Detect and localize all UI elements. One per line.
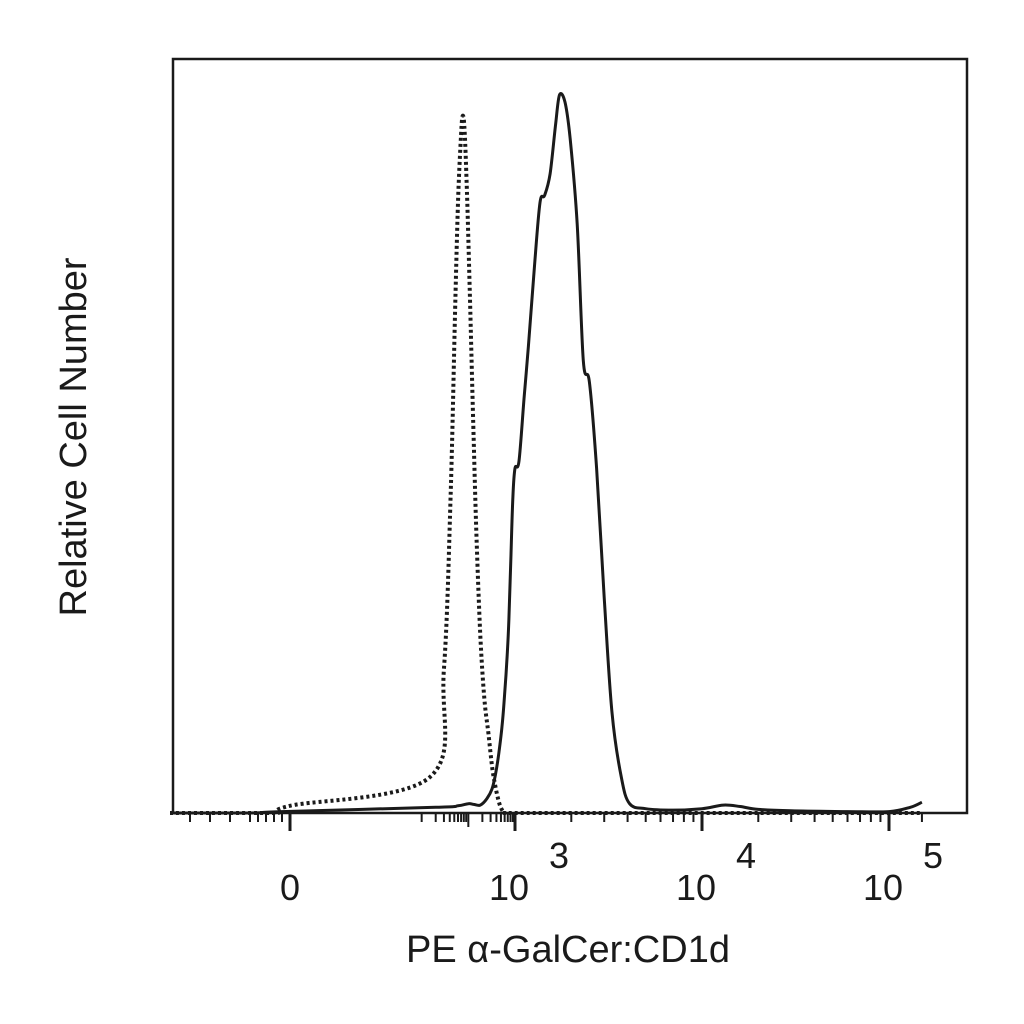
x-tick-exponent: 3 xyxy=(549,835,569,876)
x-tick-base: 10 xyxy=(489,867,529,908)
y-axis-label: Relative Cell Number xyxy=(53,257,95,616)
x-tick-label: 0 xyxy=(280,867,300,908)
x-tick-label: 10 5 xyxy=(863,835,943,908)
x-tick-label: 10 3 xyxy=(489,835,569,908)
x-tick-base: 10 xyxy=(676,867,716,908)
series-line-dotted xyxy=(170,113,922,816)
x-tick-base: 10 xyxy=(863,867,903,908)
x-tick-exponent: 4 xyxy=(736,835,756,876)
x-tick-exponent: 5 xyxy=(923,835,943,876)
x-axis-label: PE α-GalCer:CD1d xyxy=(406,929,730,971)
x-tick-label: 10 4 xyxy=(676,835,756,908)
plot-area: 0 10 3 10 4 10 5 xyxy=(170,57,969,908)
series-line-solid xyxy=(170,91,923,815)
x-tick-base: 0 xyxy=(280,867,300,908)
plot-frame xyxy=(171,57,969,815)
